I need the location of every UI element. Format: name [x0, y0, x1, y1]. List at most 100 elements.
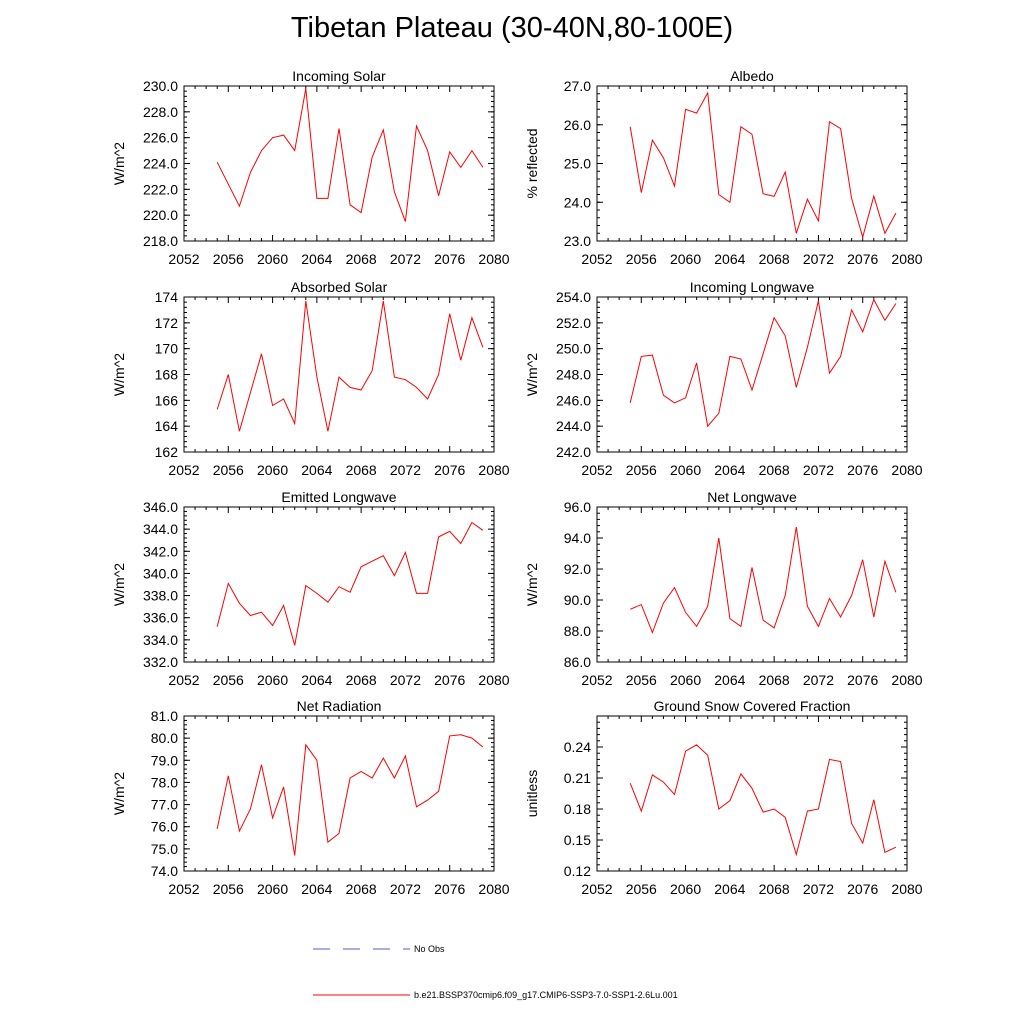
series-line: [216, 300, 484, 432]
chart-net-longwave: Net Longwave W/m^2 2052 2056 2060 2064 2068 207…: [524, 489, 923, 688]
y-tick-label: 334.0: [143, 632, 178, 648]
x-tick-label: 2072: [390, 462, 421, 478]
x-tick-label: 2068: [759, 672, 790, 688]
panel-title: Net Radiation: [297, 698, 382, 714]
panel-title: Ground Snow Covered Fraction: [654, 698, 851, 714]
x-tick-label: 2076: [847, 672, 878, 688]
x-tick-label: 2060: [670, 251, 701, 267]
x-tick-label: 2076: [434, 462, 465, 478]
y-axis-label: % reflected: [524, 128, 540, 198]
x-tick-label: 2052: [581, 462, 612, 478]
x-tick-label: 2056: [213, 672, 244, 688]
x-tick-label: 2080: [891, 881, 922, 897]
x-tick-label: 2076: [847, 881, 878, 897]
x-tick-label: 2080: [891, 672, 922, 688]
x-tick-label: 2076: [847, 251, 878, 267]
x-tick-label: 2080: [478, 462, 509, 478]
y-tick-label: 252.0: [556, 315, 591, 331]
y-tick-label: 166: [155, 392, 179, 408]
figure-title: Tibetan Plateau (30-40N,80-100E): [290, 12, 734, 44]
x-tick-label: 2068: [346, 672, 377, 688]
x-tick-label: 2052: [168, 881, 199, 897]
y-tick-label: 338.0: [143, 588, 178, 604]
y-tick-label: 220.0: [143, 207, 178, 223]
y-tick-label: 172: [155, 315, 179, 331]
series-line: [629, 91, 897, 239]
y-tick-label: 0.21: [564, 770, 591, 786]
y-tick-label: 170: [155, 341, 179, 357]
y-tick-label: 228.0: [143, 104, 178, 120]
y-tick-label: 80.0: [151, 730, 178, 746]
y-tick-label: 26.0: [564, 117, 591, 133]
x-tick-label: 2080: [478, 881, 509, 897]
y-tick-label: 342.0: [143, 543, 178, 559]
y-tick-label: 222.0: [143, 181, 178, 197]
chart-ground-snow-covered-fraction: Ground Snow Covered Fraction unitless 2052…: [524, 698, 923, 897]
y-tick-label: 336.0: [143, 610, 178, 626]
y-tick-label: 250.0: [556, 341, 591, 357]
plot-frame: [183, 296, 495, 453]
y-tick-label: 86.0: [564, 654, 591, 670]
plot-frame: [596, 715, 908, 872]
y-tick-label: 0.12: [564, 863, 591, 879]
x-tick-label: 2064: [301, 881, 332, 897]
x-tick-label: 2060: [670, 881, 701, 897]
plot-frame: [183, 85, 495, 242]
x-tick-label: 2072: [390, 881, 421, 897]
x-tick-label: 2052: [168, 672, 199, 688]
panel-title: Net Longwave: [707, 489, 797, 505]
x-tick-label: 2056: [213, 251, 244, 267]
x-tick-label: 2064: [301, 462, 332, 478]
plot-frame: [596, 296, 908, 453]
y-tick-label: 92.0: [564, 561, 591, 577]
y-tick-label: 75.0: [151, 841, 178, 857]
y-axis-label: W/m^2: [524, 563, 540, 606]
x-tick-label: 2068: [346, 462, 377, 478]
y-tick-label: 218.0: [143, 233, 178, 249]
x-tick-label: 2080: [891, 462, 922, 478]
y-tick-label: 340.0: [143, 565, 178, 581]
y-tick-label: 78.0: [151, 774, 178, 790]
y-axis-label: W/m^2: [111, 353, 127, 396]
x-tick-label: 2068: [346, 881, 377, 897]
series-line: [629, 298, 897, 428]
y-tick-label: 23.0: [564, 233, 591, 249]
x-tick-label: 2056: [213, 462, 244, 478]
x-tick-label: 2072: [803, 881, 834, 897]
y-tick-label: 346.0: [143, 499, 178, 515]
y-tick-label: 246.0: [556, 392, 591, 408]
panel-title: Incoming Solar: [292, 68, 386, 84]
y-tick-label: 332.0: [143, 654, 178, 670]
y-tick-label: 164: [155, 418, 179, 434]
panel-title: Emitted Longwave: [281, 489, 396, 505]
x-tick-label: 2056: [626, 251, 657, 267]
y-tick-label: 0.24: [564, 739, 591, 755]
x-tick-label: 2060: [257, 672, 288, 688]
x-tick-label: 2072: [803, 462, 834, 478]
x-tick-label: 2052: [168, 462, 199, 478]
x-tick-label: 2064: [714, 881, 745, 897]
y-tick-label: 76.0: [151, 819, 178, 835]
x-tick-label: 2052: [581, 672, 612, 688]
y-tick-label: 77.0: [151, 797, 178, 813]
y-tick-label: 162: [155, 444, 179, 460]
legend: No Obs b.e21.BSSP370cmip6.f09_g17.CMIP6-S…: [313, 944, 678, 1000]
y-tick-label: 90.0: [564, 592, 591, 608]
y-tick-label: 230.0: [143, 78, 178, 94]
y-axis-label: W/m^2: [111, 772, 127, 815]
x-tick-label: 2052: [581, 251, 612, 267]
series-line: [216, 88, 484, 222]
series-line: [630, 527, 897, 634]
y-tick-label: 88.0: [564, 623, 591, 639]
x-tick-label: 2076: [434, 881, 465, 897]
y-tick-label: 248.0: [556, 367, 591, 383]
chart-absorbed-solar: Absorbed Solar W/m^2 2052 2056 2060 2064 2068 2…: [111, 279, 510, 478]
y-tick-label: 0.18: [564, 801, 591, 817]
x-tick-label: 2064: [714, 672, 745, 688]
plot-frame: [596, 85, 908, 242]
series-line: [216, 521, 484, 646]
y-axis-label: W/m^2: [111, 142, 127, 185]
x-tick-label: 2056: [626, 881, 657, 897]
y-tick-label: 0.15: [564, 832, 591, 848]
